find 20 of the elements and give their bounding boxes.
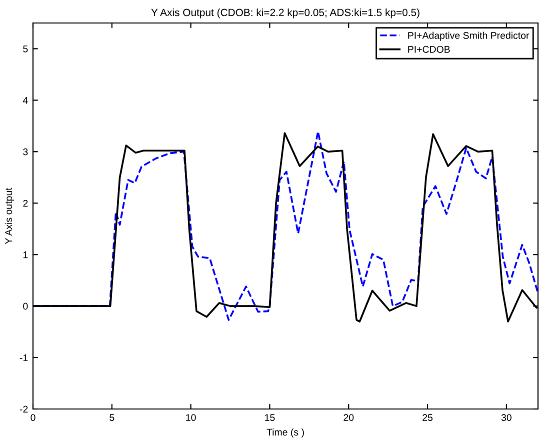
x-tick-label: 20 xyxy=(344,414,354,421)
y-tick-label: -1 xyxy=(20,354,28,362)
y-tick-label: -2 xyxy=(20,406,28,413)
legend-label: PI+CDOB xyxy=(408,46,450,53)
y-tick-label: 4 xyxy=(22,97,28,104)
y-tick-label: 0 xyxy=(23,302,28,310)
y-tick-label: 1 xyxy=(23,251,28,258)
x-axis-title: Time (s ) xyxy=(266,428,304,438)
x-tick-label: 25 xyxy=(422,414,433,421)
legend-label: PI+Adaptive Smith Predictor xyxy=(408,32,530,41)
x-tick-label: 10 xyxy=(186,414,196,421)
chart-title: Y Axis Output (CDOB: ki=2.2 kp=0.05; ADS:ki=1.5 kp=0.5) xyxy=(151,8,420,18)
y-tick-label: 5 xyxy=(23,46,28,52)
x-tick-label: 15 xyxy=(265,414,275,421)
y-axis-title: Y Axis output xyxy=(4,188,14,244)
x-tick-label: 0 xyxy=(30,414,36,421)
y-tick-label: 3 xyxy=(23,148,28,156)
x-tick-label: 30 xyxy=(501,414,512,421)
x-tick-label: 5 xyxy=(110,414,114,421)
y-tick-label: 2 xyxy=(23,200,28,207)
